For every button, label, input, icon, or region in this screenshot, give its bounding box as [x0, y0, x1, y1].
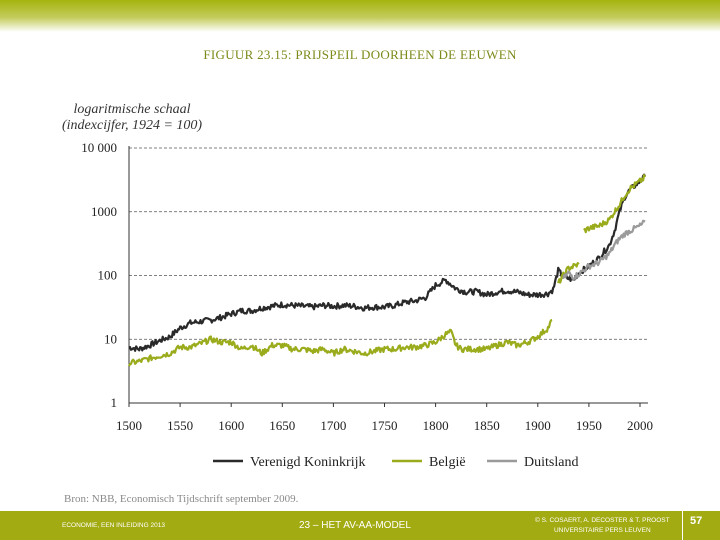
source-note: Bron: NBB, Economisch Tijdschrift septem…: [64, 493, 299, 505]
footer-copyright-line2: UNIVERSITAIRE PERS LEUVEN: [553, 527, 651, 534]
x-tick-label: 1800: [423, 418, 449, 433]
x-tick-label: 1750: [372, 418, 398, 433]
series-line-belgi--2: [557, 262, 580, 284]
x-tick-label: 1900: [525, 418, 551, 433]
series-line-belgi--3: [583, 174, 647, 234]
y-axis-note-line2: (indexcijfer, 1924 = 100): [62, 118, 203, 133]
y-tick-label: 10: [104, 331, 117, 346]
y-tick-label: 10 000: [81, 140, 117, 155]
x-tick-label: 2000: [627, 418, 653, 433]
footer-copyright-line1: © S. COSAERT, A. DECOSTER & T. PROOST: [535, 517, 670, 524]
x-tick-label: 1950: [576, 418, 602, 433]
footer-bar: ECONOMIE, EEN INLEIDING 2013 23 – HET AV…: [0, 511, 720, 540]
x-tick-labels: 1500 1550 1600 1650 1700 1750 1800 1850 1900 1950…: [116, 418, 653, 433]
series-line-duitsland: [562, 219, 646, 281]
x-tick-label: 1650: [269, 418, 295, 433]
y-tick-label: 1: [111, 395, 118, 410]
series-line-belgi--1: [128, 319, 553, 367]
axes: [128, 146, 648, 407]
series-line-verenigd-koninkrijk: [128, 173, 647, 352]
x-tick-label: 1700: [320, 418, 346, 433]
footer-copyright: © S. COSAERT, A. DECOSTER & T. PROOST UN…: [535, 516, 670, 536]
y-axis-note-line1: logaritmische schaal: [73, 102, 191, 117]
x-tick-label: 1550: [167, 418, 193, 433]
legend-label-duitsland: Duitsland: [524, 455, 578, 470]
page-number: 57: [690, 515, 703, 527]
legend: Verenigd Koninkrijk België Duitsland: [213, 455, 578, 470]
grid-lines: [129, 147, 648, 340]
footer-separator: [682, 511, 683, 540]
legend-label-belgi-: België: [429, 455, 466, 470]
y-tick-labels: 1 10 100 1000 10 000: [81, 140, 117, 410]
top-banner: [0, 0, 720, 32]
y-tick-label: 1000: [91, 204, 117, 219]
series-lines: [128, 173, 647, 367]
x-tick-label: 1850: [474, 418, 500, 433]
footer-course: ECONOMIE, EEN INLEIDING 2013: [62, 522, 165, 529]
x-tick-label: 1500: [116, 418, 142, 433]
price-level-chart: 1 10 100 1000 10 000 1500 1550 1600 1650 1700 175…: [81, 140, 653, 470]
footer-chapter: 23 – HET AV-AA-MODEL: [299, 520, 411, 531]
x-tick-label: 1600: [218, 418, 244, 433]
legend-label-verenigd-koninkrijk: Verenigd Koninkrijk: [250, 455, 365, 470]
y-axis-note: logaritmische schaal (indexcijfer, 1924 …: [62, 102, 202, 134]
figure-title: FIGUUR 23.15: PRIJSPEIL DOORHEEN DE EEUW…: [203, 47, 517, 62]
y-tick-label: 100: [98, 268, 118, 283]
